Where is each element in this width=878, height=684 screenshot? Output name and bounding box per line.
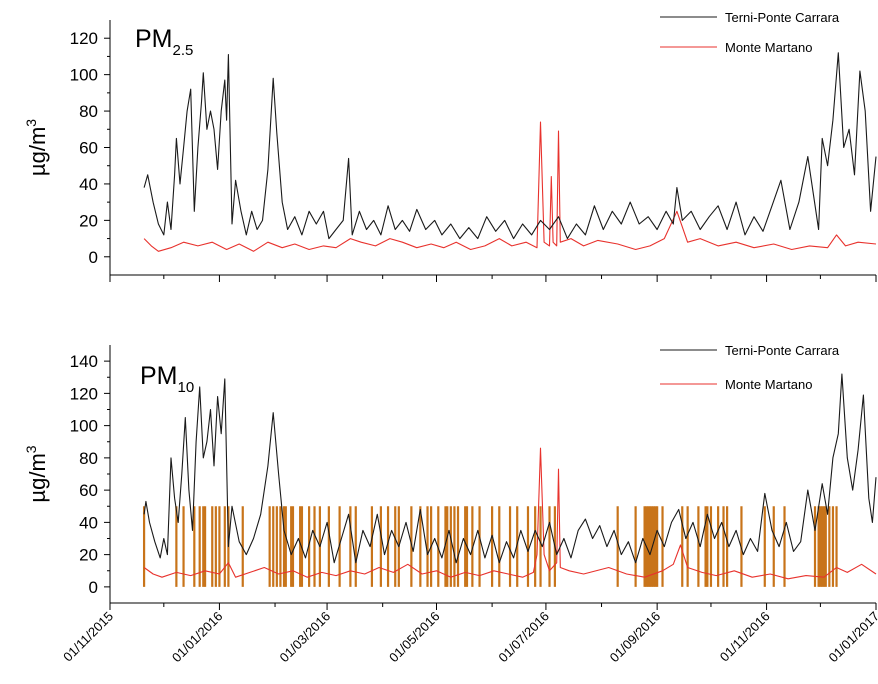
- y-axis-label: µg/m3: [23, 445, 50, 502]
- x-tick-label: 01/01/2016: [169, 609, 226, 666]
- pm10-panel: 0 20 40 60 80 100 120 140 PM10 µg/m3 Terni-Ponte C…: [23, 343, 877, 610]
- series-line-monte-martano: [143, 121, 877, 252]
- legend-label: Terni-Ponte Carrara: [725, 343, 840, 358]
- x-tick-label: 01/11/2015: [60, 609, 116, 665]
- series-line-monte-martano: [143, 447, 877, 580]
- x-tick-label: 01/05/2016: [386, 609, 443, 666]
- x-axis-date-labels: 01/11/2015 01/01/2016 01/03/2016 01/05/2016…: [60, 609, 878, 666]
- y-tick-label: 20: [79, 546, 98, 565]
- y-tick-label: 120: [70, 29, 98, 48]
- series-line-terni-ponte-carrara: [143, 52, 877, 240]
- x-tick-label: 01/07/2016: [495, 609, 552, 666]
- y-tick-label: 40: [79, 513, 98, 532]
- y-tick-label: 20: [79, 211, 98, 230]
- x-tick-label: 01/09/2016: [607, 609, 664, 666]
- pm25-panel: 0 20 40 60 80 100 120 PM2.5 µg/m3 Terni-Ponte Car…: [23, 10, 877, 282]
- y-tick-label: 80: [79, 102, 98, 121]
- y-tick-label: 140: [70, 352, 98, 371]
- y-tick-label: 80: [79, 449, 98, 468]
- y-tick-label: 60: [79, 481, 98, 500]
- y-axis-label: µg/m3: [23, 119, 50, 176]
- legend-label: Monte Martano: [725, 40, 812, 55]
- y-tick-label: 100: [70, 417, 98, 436]
- y-tick-label: 120: [70, 384, 98, 403]
- y-tick-label: 0: [89, 578, 98, 597]
- x-tick-label: 01/01/2017: [825, 609, 878, 666]
- series-line-terni-ponte-carrara: [143, 373, 877, 564]
- y-tick-label: 40: [79, 175, 98, 194]
- y-tick-label: 100: [70, 66, 98, 85]
- x-tick-label: 01/11/2016: [717, 609, 773, 665]
- legend-label: Monte Martano: [725, 377, 812, 392]
- panel-title: PM10: [140, 362, 194, 396]
- y-tick-label: 60: [79, 139, 98, 158]
- x-tick-label: 01/03/2016: [277, 609, 334, 666]
- panel-title: PM2.5: [135, 25, 193, 59]
- y-tick-label: 0: [89, 248, 98, 267]
- legend-label: Terni-Ponte Carrara: [725, 10, 840, 25]
